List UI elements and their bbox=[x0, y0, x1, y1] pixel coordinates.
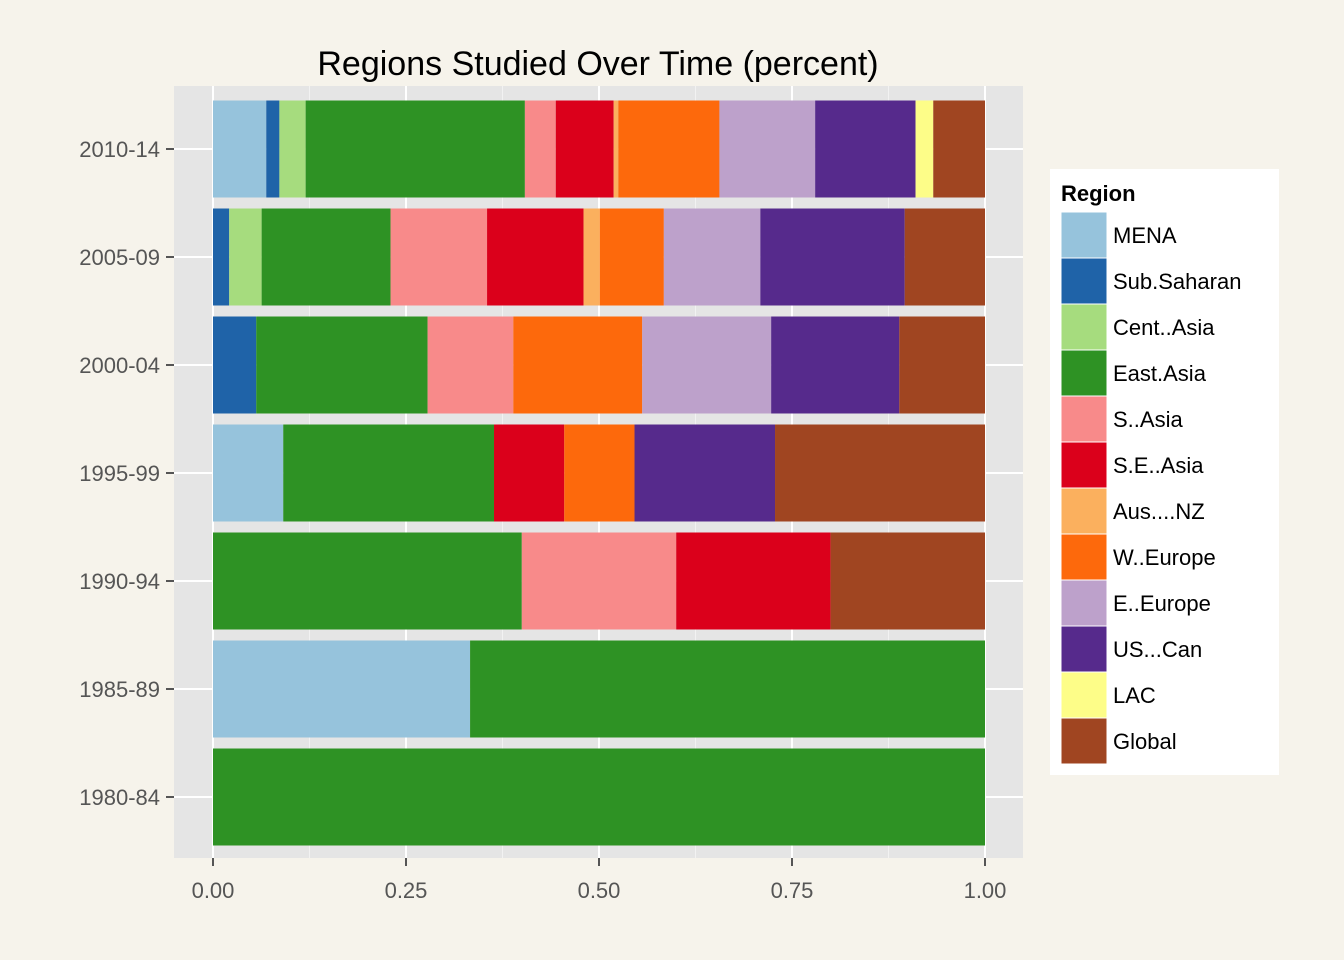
legend-items: MENA Sub.Saharan Cent..Asia East.Asia S..Asi… bbox=[1060, 211, 1241, 765]
legend-label: East.Asia bbox=[1113, 361, 1207, 386]
bar-segment bbox=[283, 424, 495, 522]
bar-segment bbox=[618, 100, 720, 198]
bar-segment bbox=[521, 532, 677, 630]
bar-segment bbox=[213, 532, 522, 630]
bar-segment bbox=[676, 532, 831, 630]
y-tick-label: 1980-84 bbox=[79, 785, 160, 810]
bar-segment bbox=[642, 316, 772, 414]
legend-label: Sub.Saharan bbox=[1113, 269, 1241, 294]
bar-segment bbox=[524, 100, 556, 198]
y-tick-label: 1985-89 bbox=[79, 677, 160, 702]
legend-label: W..Europe bbox=[1113, 545, 1216, 570]
bar-segment bbox=[513, 316, 643, 414]
bar-segment bbox=[427, 316, 514, 414]
bar-segment bbox=[815, 100, 916, 198]
legend-key bbox=[1060, 579, 1108, 627]
bar-segment bbox=[494, 424, 565, 522]
legend-label: US...Can bbox=[1113, 637, 1202, 662]
legend-key bbox=[1060, 625, 1108, 673]
x-tick-label: 0.50 bbox=[578, 878, 621, 903]
x-tick-label: 0.75 bbox=[771, 878, 814, 903]
legend-label: Cent..Asia bbox=[1113, 315, 1215, 340]
legend-key bbox=[1060, 533, 1108, 581]
y-tick-label: 1990-94 bbox=[79, 569, 160, 594]
legend-key bbox=[1060, 441, 1108, 489]
bar-segment bbox=[229, 208, 262, 306]
legend-label: LAC bbox=[1113, 683, 1156, 708]
legend: Region MENA Sub.Saharan Cent..Asia East.Asi… bbox=[1050, 169, 1279, 775]
bar-segment bbox=[760, 208, 905, 306]
legend-label: S.E..Asia bbox=[1113, 453, 1204, 478]
bar-segment bbox=[256, 316, 428, 414]
legend-key bbox=[1060, 211, 1108, 259]
bar-segment bbox=[933, 100, 985, 198]
y-axis: 2010-14 2005-09 2000-04 1995-99 1990-94 1985-… bbox=[79, 137, 174, 810]
bar-segment bbox=[213, 424, 284, 522]
bar-segment bbox=[613, 100, 619, 198]
bar-segment bbox=[904, 208, 985, 306]
bar-segment bbox=[583, 208, 600, 306]
bar-segment bbox=[555, 100, 614, 198]
legend-label: S..Asia bbox=[1113, 407, 1183, 432]
legend-key bbox=[1060, 303, 1108, 351]
legend-label: MENA bbox=[1113, 223, 1177, 248]
bar-segment bbox=[487, 208, 584, 306]
bar-segment bbox=[775, 424, 985, 522]
bar-segment bbox=[213, 208, 230, 306]
bar-segment bbox=[390, 208, 488, 306]
bar-segment bbox=[266, 100, 280, 198]
legend-key bbox=[1060, 671, 1108, 719]
y-tick-label: 2005-09 bbox=[79, 245, 160, 270]
bar-segment bbox=[599, 208, 664, 306]
y-tick-label: 1995-99 bbox=[79, 461, 160, 486]
legend-key bbox=[1060, 349, 1108, 397]
bar-segment bbox=[261, 208, 391, 306]
y-tick-label: 2010-14 bbox=[79, 137, 160, 162]
legend-key bbox=[1060, 717, 1108, 765]
x-tick-label: 0.00 bbox=[192, 878, 235, 903]
legend-key bbox=[1060, 487, 1108, 535]
legend-label: Aus....NZ bbox=[1113, 499, 1205, 524]
bar-segment bbox=[663, 208, 761, 306]
bar-segment bbox=[470, 640, 985, 738]
bar-segment bbox=[213, 316, 257, 414]
bar-segment bbox=[564, 424, 635, 522]
bar-segment bbox=[830, 532, 985, 630]
chart-title: Regions Studied Over Time (percent) bbox=[317, 45, 878, 83]
bar-segment bbox=[915, 100, 934, 198]
bar-segment bbox=[213, 100, 267, 198]
bars bbox=[213, 100, 985, 846]
legend-label: Global bbox=[1113, 729, 1177, 754]
x-axis: 0.00 0.25 0.50 0.75 1.00 bbox=[192, 858, 1007, 903]
bar-segment bbox=[213, 640, 471, 738]
legend-key bbox=[1060, 395, 1108, 443]
legend-key bbox=[1060, 257, 1108, 305]
bar-segment bbox=[305, 100, 525, 198]
legend-label: E..Europe bbox=[1113, 591, 1211, 616]
bar-segment bbox=[213, 748, 985, 846]
legend-title: Region bbox=[1061, 181, 1136, 206]
bar-segment bbox=[719, 100, 816, 198]
bar-segment bbox=[634, 424, 776, 522]
bar-segment bbox=[771, 316, 900, 414]
y-tick-label: 2000-04 bbox=[79, 353, 160, 378]
bar-segment bbox=[899, 316, 985, 414]
bar-segment bbox=[279, 100, 306, 198]
x-tick-label: 1.00 bbox=[964, 878, 1007, 903]
x-tick-label: 0.25 bbox=[385, 878, 428, 903]
